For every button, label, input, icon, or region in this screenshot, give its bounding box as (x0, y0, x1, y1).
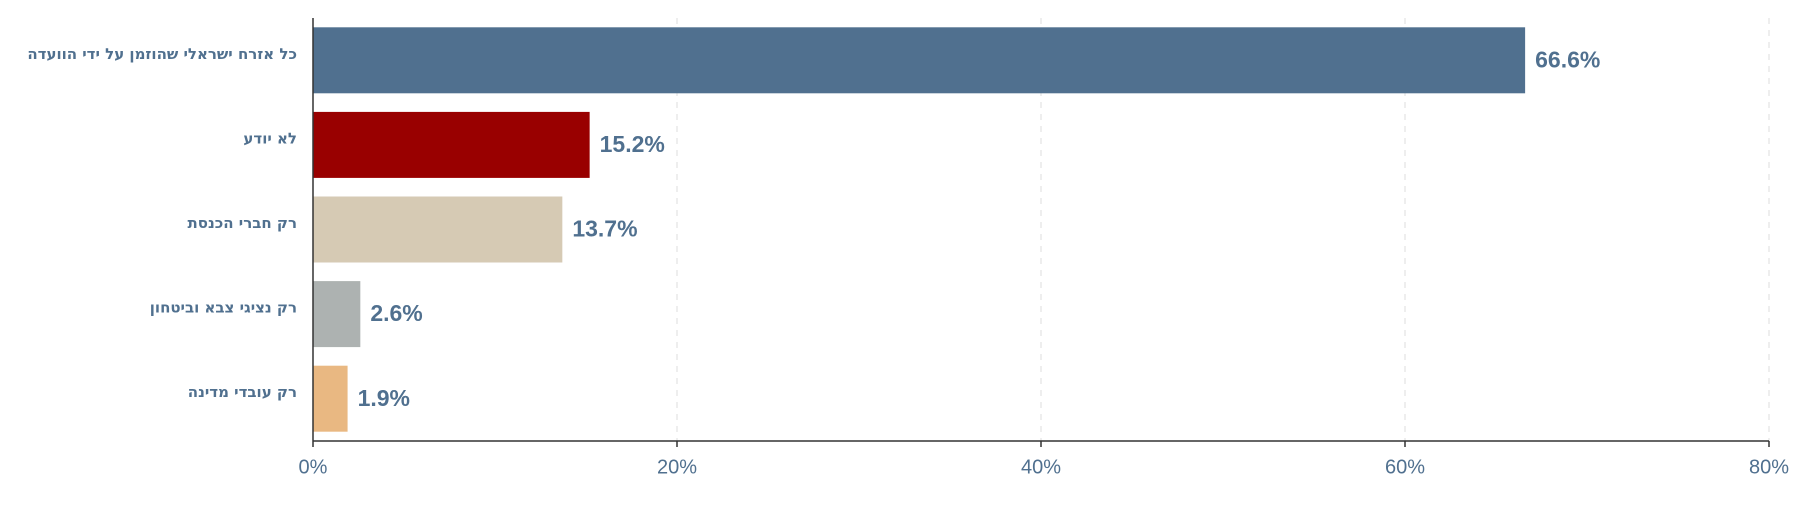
value-label: 13.7% (572, 216, 637, 242)
bar (313, 27, 1526, 94)
x-tick-label: 40% (1021, 456, 1061, 478)
y-tick-label: לא יודע (243, 129, 297, 147)
bar (313, 111, 590, 178)
x-tick-label: 20% (657, 456, 697, 478)
value-label: 1.9% (358, 385, 410, 411)
x-tick-label: 0% (299, 456, 328, 478)
y-tick-label: כל אזרח ישראלי שהוזמן על ידי הוועדה (27, 45, 297, 63)
bar (313, 196, 563, 263)
bar (313, 281, 361, 348)
x-tick-label: 60% (1385, 456, 1425, 478)
y-tick-label: רק חברי הכנסת (188, 214, 297, 232)
value-label: 66.6% (1535, 46, 1600, 72)
y-tick-label: רק עובדי מדינה (188, 383, 297, 401)
bar (313, 365, 348, 432)
value-label: 2.6% (370, 300, 422, 326)
y-tick-label: רק נציגי צבא וביטחון (150, 299, 297, 317)
value-label: 15.2% (600, 131, 665, 157)
x-tick-label: 80% (1749, 456, 1789, 478)
